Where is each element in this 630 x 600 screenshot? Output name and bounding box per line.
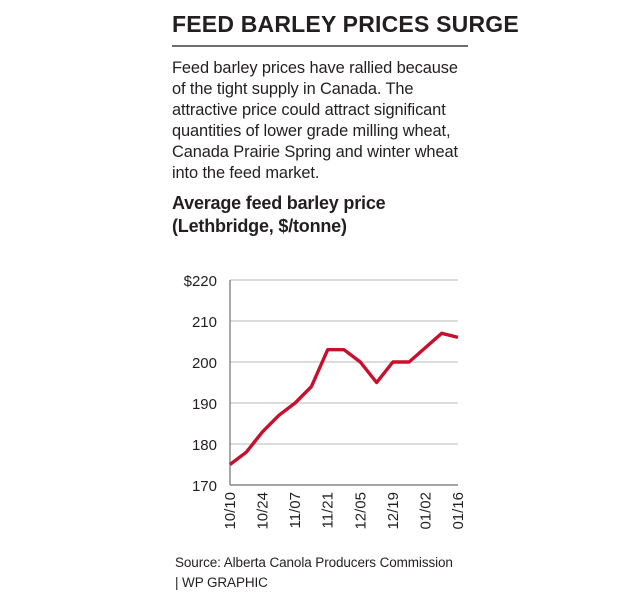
x-tick-label: 12/05: [352, 492, 369, 530]
y-tick-label: 190: [192, 396, 217, 413]
y-tick-label: 170: [192, 478, 217, 495]
x-tick-label: 01/16: [450, 492, 467, 530]
chart-title-line-2: (Lethbridge, $/tonne): [172, 216, 347, 236]
y-tick-label: $220: [184, 273, 217, 290]
x-tick-label: 10/10: [222, 492, 239, 530]
line-chart: $220 210 200 190 180 170 10/10 10/24 11/07 11/21 1…: [184, 273, 467, 530]
graphic-description: Feed barley prices have rallied because …: [172, 59, 458, 182]
x-tick-label: 01/02: [417, 492, 434, 530]
graphic: FEED BARLEY PRICES SURGE Feed barley pri…: [172, 0, 519, 238]
source-note: Source: Alberta Canola Producers Commiss…: [175, 553, 475, 593]
chart-title: Average feed barley price (Lethbridge, $…: [172, 192, 468, 238]
title-divider: [172, 45, 468, 47]
source-text: Source: Alberta Canola Producers Commiss…: [175, 555, 453, 570]
credit-text: | WP GRAPHIC: [175, 575, 268, 590]
y-tick-label: 200: [192, 355, 217, 372]
y-tick-label: 180: [192, 437, 217, 454]
series-line: [228, 331, 459, 466]
x-tick-label: 10/24: [255, 492, 272, 530]
y-tick-label: 210: [192, 314, 217, 331]
x-tick-label: 11/07: [287, 492, 304, 528]
chart-title-line-1: Average feed barley price: [172, 193, 386, 213]
x-tick-label: 12/19: [385, 492, 402, 530]
graphic-title: FEED BARLEY PRICES SURGE: [172, 11, 519, 37]
x-tick-label: 11/21: [320, 492, 337, 528]
